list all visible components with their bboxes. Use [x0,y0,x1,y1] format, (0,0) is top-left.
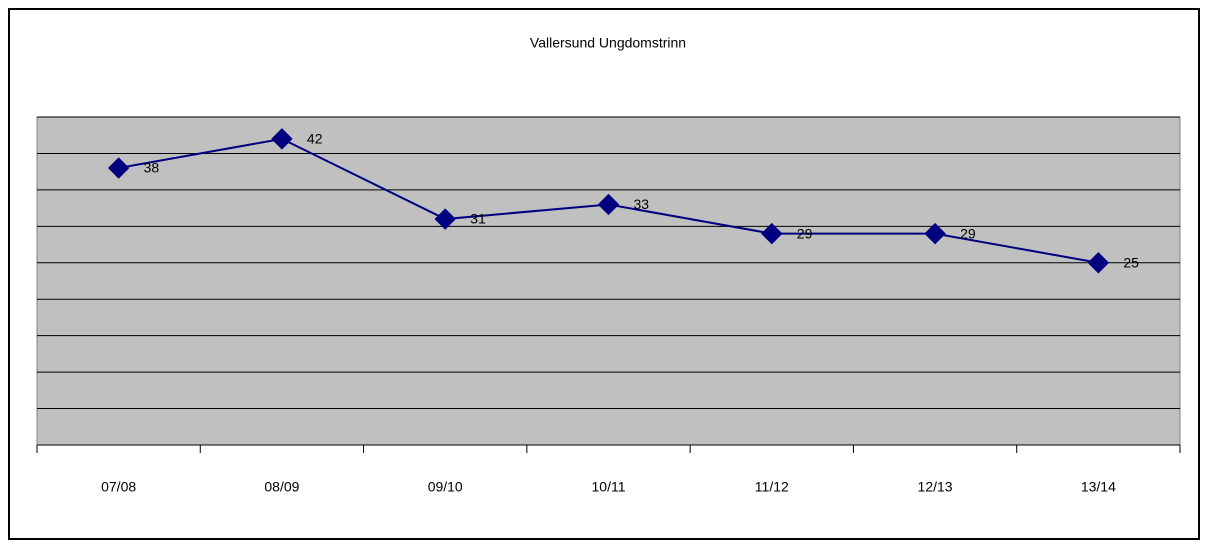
marker [761,222,783,245]
x-tick-label: 08/09 [264,479,299,495]
chart-title: Vallersund Ungdomstrinn [530,35,686,51]
data-label: 29 [797,225,813,241]
plot-area [36,116,1181,446]
marker [924,222,946,245]
marker [271,128,293,150]
marker [107,157,130,179]
data-label: 42 [307,131,323,147]
x-tick-label: 11/12 [755,479,789,495]
x-tick-label: 07/08 [101,479,136,495]
data-label: 31 [470,211,486,227]
marker [434,208,456,230]
data-label: 29 [960,225,976,241]
data-label: 33 [634,196,650,212]
marker [597,193,620,216]
x-tick-label: 09/10 [428,479,463,495]
data-label: 38 [144,160,160,176]
marker [1087,252,1110,274]
data-label: 25 [1123,254,1139,270]
x-tick-label: 10/11 [592,479,626,495]
x-tick-label: 12/13 [918,479,953,495]
x-tick-label: 13/14 [1081,479,1116,495]
